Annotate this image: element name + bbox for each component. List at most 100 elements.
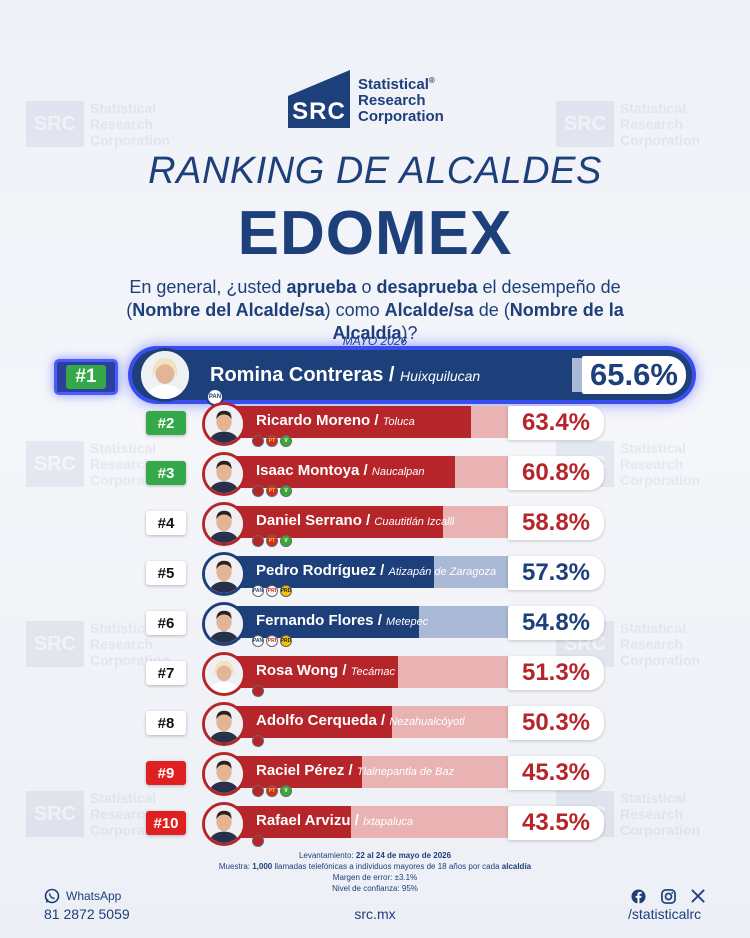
candidate-name: Raciel Pérez bbox=[256, 762, 345, 779]
party-logo-icon: PT bbox=[266, 485, 278, 497]
candidate-name-line: Rafael Arvizu / Ixtapaluca bbox=[256, 812, 414, 829]
x-icon[interactable] bbox=[690, 888, 706, 904]
website-link[interactable]: src.mx bbox=[354, 906, 396, 922]
party-logos: PT V bbox=[252, 485, 292, 497]
watermark-line: Corporation bbox=[90, 132, 171, 148]
candidate-avatar bbox=[202, 402, 246, 446]
municipality-name: Toluca bbox=[382, 416, 415, 428]
watermark-line: Statistical bbox=[90, 790, 157, 806]
ranking-row: #10 Rafael Arvizu / Ixtapaluca 43.5% bbox=[0, 802, 750, 848]
watermark-mark: SRC bbox=[26, 791, 84, 837]
sample-size: 1,000 bbox=[252, 862, 273, 871]
ranking-row: #8 Adolfo Cerqueda / Nezahualcóyotl 50.3% bbox=[0, 702, 750, 748]
candidate-name-line: Pedro Rodríguez / Atizapán de Zaragoza bbox=[256, 562, 497, 579]
ranking-row: #5 Pedro Rodríguez / Atizapán de Zaragoza… bbox=[0, 552, 750, 598]
rank-label: #1 bbox=[66, 365, 106, 389]
party-logo-icon: PT bbox=[266, 535, 278, 547]
candidate-avatar bbox=[202, 552, 246, 596]
approval-value: 51.3% bbox=[508, 656, 604, 690]
social-handle[interactable]: /statisticalrc bbox=[628, 906, 702, 922]
ranking-row: #4 Daniel Serrano / Cuautitlán Izcalli 58.… bbox=[0, 502, 750, 548]
approval-bar-track bbox=[222, 706, 512, 738]
question-text: de ( bbox=[473, 300, 510, 320]
candidate-name-line: Adolfo Cerqueda / Nezahualcóyotl bbox=[256, 712, 465, 729]
party-logos: PT V bbox=[252, 785, 292, 797]
watermark-mark: SRC bbox=[556, 101, 614, 147]
candidate-name: Pedro Rodríguez bbox=[256, 562, 377, 579]
rank-badge: #3 bbox=[146, 461, 186, 485]
sample-line: Muestra: 1,000 llamadas telefónicas a in… bbox=[0, 861, 750, 872]
question-text: ) como bbox=[324, 300, 385, 320]
municipality-name: Metepec bbox=[386, 616, 429, 628]
whatsapp-link[interactable]: WhatsApp bbox=[44, 888, 121, 904]
watermark-line: Statistical bbox=[90, 620, 157, 636]
logo-wordmark: Statistical® Research Corporation bbox=[358, 73, 444, 125]
approval-value: 63.4% bbox=[508, 406, 604, 440]
survey-date: MAYO 2026 bbox=[342, 334, 408, 348]
watermark-line: Statistical bbox=[90, 440, 157, 456]
candidate-avatar bbox=[202, 702, 246, 746]
candidate-name: Fernando Flores bbox=[256, 612, 374, 629]
watermark-line: Statistical bbox=[620, 620, 687, 636]
instagram-icon[interactable] bbox=[660, 888, 676, 904]
watermark-line: Statistical bbox=[620, 790, 687, 806]
candidate-name: Rosa Wong bbox=[256, 662, 339, 679]
candidate-name: Adolfo Cerqueda bbox=[256, 712, 377, 729]
party-logo-icon: V bbox=[280, 435, 292, 447]
approval-bar bbox=[222, 606, 420, 638]
approval-bar-track bbox=[222, 806, 512, 838]
rank-badge: #4 bbox=[146, 511, 186, 535]
watermark-line: Statistical bbox=[90, 100, 157, 116]
question-emphasis: aprueba bbox=[286, 277, 357, 297]
src-logo: SRC Statistical® Research Corporation bbox=[288, 70, 444, 128]
watermark-line: Corporation bbox=[620, 652, 701, 668]
confidence-level: Nivel de confianza: 95% bbox=[332, 884, 418, 893]
municipality-name: Huixquilucan bbox=[400, 368, 481, 384]
sample-description: llamadas telefónicas a individuos mayore… bbox=[274, 862, 500, 871]
party-logo-icon bbox=[252, 435, 264, 447]
party-logo-icon: PT bbox=[266, 785, 278, 797]
party-logo-icon: PRD bbox=[280, 635, 292, 647]
approval-value: 58.8% bbox=[508, 506, 604, 540]
party-logo-icon bbox=[252, 735, 264, 747]
approval-bar bbox=[222, 556, 435, 588]
party-logos bbox=[252, 835, 264, 847]
watermark-text: Statistical Research Corporation bbox=[620, 440, 700, 488]
rank-badge: #9 bbox=[146, 761, 186, 785]
rank-badge: #6 bbox=[146, 611, 186, 635]
rank-badge: #8 bbox=[146, 711, 186, 735]
watermark-line: Corporation bbox=[620, 822, 701, 838]
sample-unit: alcaldía bbox=[501, 862, 532, 871]
ranking-row: #3 Isaac Montoya / Naucalpan 60.8% PT V bbox=[0, 452, 750, 498]
logo-line-1-text: Statistical bbox=[358, 76, 429, 93]
ranking-row: #6 Fernando Flores / Metepec 54.8% PAN PRI PR… bbox=[0, 602, 750, 648]
approval-value: 57.3% bbox=[508, 556, 604, 590]
facebook-icon[interactable] bbox=[630, 888, 646, 904]
whatsapp-icon bbox=[44, 888, 60, 904]
watermark-line: Research bbox=[620, 636, 684, 652]
ranking-row: #7 Rosa Wong / Tecámac 51.3% bbox=[0, 652, 750, 698]
registered-mark: ® bbox=[428, 76, 435, 85]
rank-badge: #7 bbox=[146, 661, 186, 685]
party-logo-icon: V bbox=[280, 535, 292, 547]
candidate-name-line: Rosa Wong / Tecámac bbox=[256, 662, 395, 679]
logo-line-3: Corporation bbox=[358, 108, 444, 125]
party-logo-icon bbox=[252, 535, 264, 547]
candidate-avatar bbox=[202, 752, 246, 796]
logo-line-2: Research bbox=[358, 92, 426, 109]
party-logos: PAN PRI PRD bbox=[252, 585, 292, 597]
approval-bar-track bbox=[222, 406, 512, 438]
candidate-avatar bbox=[202, 802, 246, 846]
question-emphasis: Alcalde/sa bbox=[384, 300, 474, 320]
approval-bar bbox=[222, 406, 471, 438]
approval-bar-track bbox=[222, 656, 512, 688]
approval-bar-track bbox=[222, 506, 512, 538]
phone-number[interactable]: 81 2872 5059 bbox=[44, 906, 130, 922]
party-logo-icon bbox=[252, 485, 264, 497]
watermark-line: Corporation bbox=[620, 132, 701, 148]
municipality-name: Tlalnepantla de Baz bbox=[356, 766, 455, 778]
question-text: En general, ¿usted bbox=[129, 277, 287, 297]
approval-bar bbox=[222, 656, 399, 688]
watermark-line: Statistical bbox=[620, 440, 687, 456]
watermark-line: Research bbox=[90, 456, 154, 472]
